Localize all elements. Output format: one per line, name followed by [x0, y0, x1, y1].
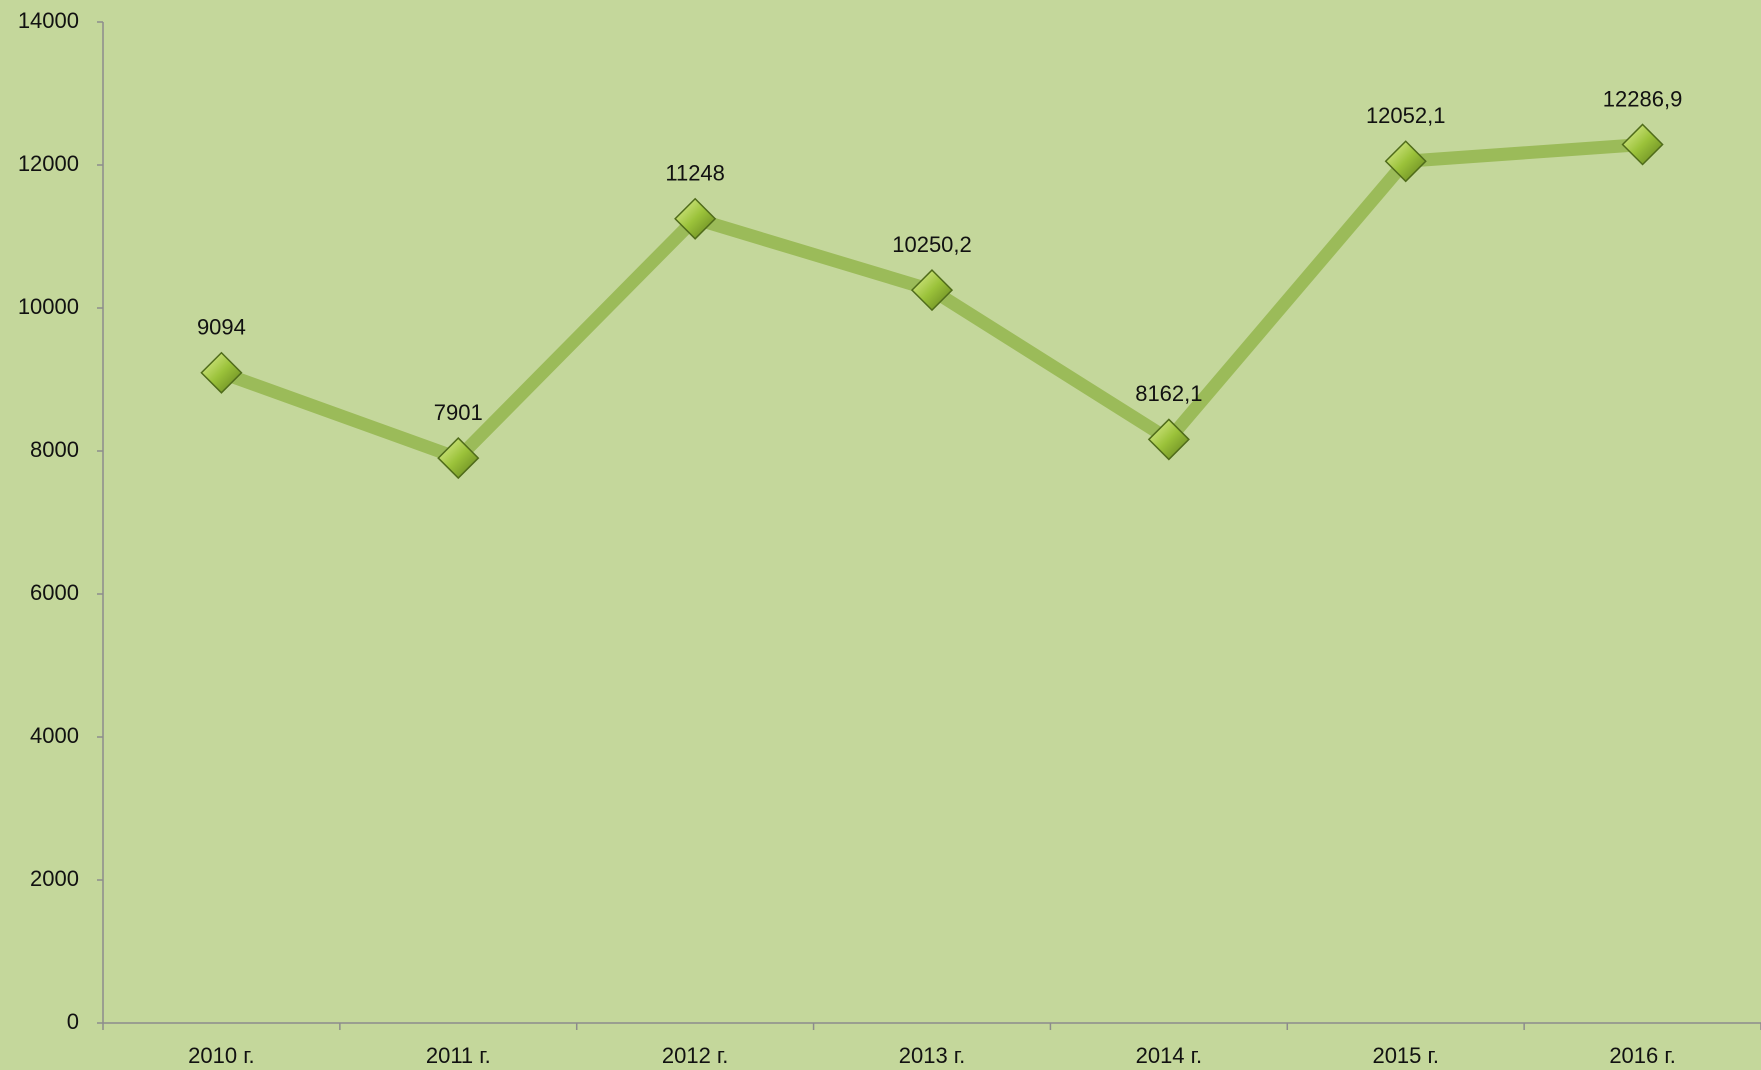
data-label: 11248: [665, 161, 725, 186]
marker: [674, 197, 717, 240]
x-tick-label: 2015 г.: [1372, 1043, 1439, 1068]
data-label: 12052,1: [1366, 103, 1446, 128]
marker: [1384, 140, 1427, 183]
x-tick-label: 2016 г.: [1609, 1043, 1676, 1068]
marker: [910, 269, 954, 312]
y-tick-label: 0: [67, 1009, 79, 1034]
y-tick-label: 2000: [30, 866, 79, 891]
data-label: 8162,1: [1135, 381, 1202, 406]
x-tick-label: 2010 г.: [188, 1043, 255, 1068]
data-label: 7901: [434, 400, 483, 425]
marker: [200, 351, 243, 394]
x-tick-label: 2012 г.: [662, 1043, 729, 1068]
y-tick-label: 12000: [18, 151, 79, 176]
marker: [437, 437, 480, 480]
y-tick-label: 10000: [18, 294, 79, 319]
marker: [1147, 418, 1190, 461]
data-label: 9094: [197, 315, 246, 340]
x-tick-label: 2013 г.: [899, 1043, 966, 1068]
data-label: 10250,2: [892, 232, 972, 257]
y-tick-label: 8000: [30, 437, 79, 462]
y-tick-label: 14000: [18, 8, 79, 33]
y-tick-label: 6000: [30, 580, 79, 605]
y-tick-label: 4000: [30, 723, 79, 748]
x-tick-label: 2014 г.: [1136, 1043, 1203, 1068]
x-tick-label: 2011 г.: [426, 1043, 491, 1068]
marker: [1621, 123, 1664, 166]
data-label: 12286,9: [1603, 86, 1683, 111]
